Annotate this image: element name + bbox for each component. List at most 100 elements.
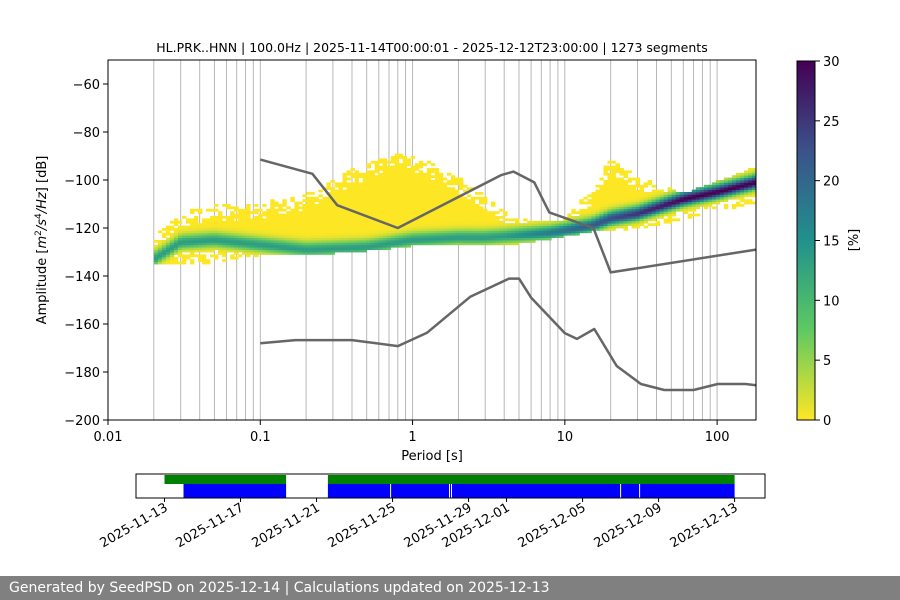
psd-bin <box>715 187 721 190</box>
psd-bin <box>394 156 400 159</box>
psd-bin <box>727 189 733 193</box>
psd-bin <box>458 242 464 246</box>
psd-bin <box>250 240 255 243</box>
psd-bin <box>535 225 540 229</box>
psd-bin <box>487 211 492 214</box>
timeline-axis: 2025-11-13 2025-11-17 2025-11-21 2025-11-25… <box>98 498 741 551</box>
psd-bin <box>639 192 644 195</box>
psd-bin <box>173 223 179 226</box>
psd-bin <box>169 237 175 241</box>
psd-bin <box>470 196 476 200</box>
psd-bin <box>402 189 408 193</box>
psd-bin <box>334 196 339 200</box>
psd-bin <box>454 237 460 241</box>
psd-bin <box>210 254 215 258</box>
psd-bin <box>691 194 697 198</box>
psd-bin <box>386 196 392 200</box>
psd-bin <box>587 206 592 210</box>
psd-bin <box>378 244 384 248</box>
psd-bin <box>683 208 689 212</box>
psd-bin <box>165 230 171 234</box>
psd-bin <box>354 230 359 234</box>
psd-bin <box>298 252 303 255</box>
psd-bin <box>242 247 247 250</box>
psd-bin <box>185 244 191 248</box>
psd-bin <box>651 184 657 188</box>
psd-bin <box>157 256 163 260</box>
psd-bin <box>695 201 701 205</box>
psd-bin <box>310 240 315 243</box>
psd-bin <box>189 223 195 226</box>
psd-bin <box>615 165 620 169</box>
psd-bin <box>326 230 331 234</box>
psd-bin <box>181 240 187 243</box>
psd-bin <box>282 232 287 236</box>
psd-bin <box>242 225 247 229</box>
psd-bin <box>362 175 367 178</box>
psd-bin <box>406 189 412 193</box>
psd-bin <box>189 211 195 214</box>
psd-bin <box>647 194 653 198</box>
psd-bin <box>619 187 624 190</box>
psd-bin <box>266 216 271 219</box>
psd-bin <box>751 168 757 171</box>
psd-bin <box>559 235 564 238</box>
psd-bin <box>290 252 295 255</box>
psd-bin <box>354 220 359 224</box>
psd-bin <box>250 223 255 226</box>
psd-bin <box>543 228 548 231</box>
psd-bin <box>262 230 267 234</box>
psd-bin <box>394 242 400 246</box>
psd-bin <box>579 216 584 219</box>
psd-bin <box>579 208 584 212</box>
psd-bin <box>294 230 299 234</box>
psd-bin <box>611 184 616 188</box>
psd-bin <box>354 201 359 205</box>
psd-bin <box>410 211 416 214</box>
psd-bin <box>338 216 343 219</box>
colorbar-tick-label: 15 <box>823 235 840 250</box>
psd-bin <box>246 244 251 248</box>
psd-bin <box>242 232 247 236</box>
psd-bin <box>659 206 665 210</box>
psd-bin <box>354 204 359 207</box>
psd-bin <box>426 187 432 190</box>
psd-bin <box>193 240 199 243</box>
psd-bin <box>747 170 753 174</box>
psd-bin <box>659 204 665 207</box>
psd-bin <box>438 211 444 214</box>
psd-bin <box>354 223 359 226</box>
psd-bin <box>173 228 179 231</box>
psd-bin <box>667 208 673 212</box>
psd-bin <box>410 175 416 178</box>
psd-bin <box>382 158 388 162</box>
psd-bin <box>515 235 520 238</box>
psd-bin <box>418 165 424 169</box>
psd-bin <box>410 230 416 234</box>
psd-bin <box>366 199 372 202</box>
psd-bin <box>374 201 380 205</box>
psd-bin <box>258 249 263 253</box>
psd-bin <box>695 192 701 195</box>
psd-bin <box>743 194 749 198</box>
psd-bin <box>615 163 620 166</box>
psd-bin <box>491 218 496 222</box>
psd-bin <box>246 237 251 241</box>
psd-bin <box>298 244 303 248</box>
psd-bin <box>226 216 231 219</box>
psd-bin <box>450 206 456 210</box>
psd-bin <box>659 211 665 214</box>
psd-bin <box>298 223 303 226</box>
psd-bin <box>274 216 279 219</box>
psd-bin <box>511 237 516 241</box>
psd-bin <box>575 232 580 236</box>
psd-bin <box>378 158 384 162</box>
psd-bin <box>382 196 388 200</box>
psd-bin <box>595 204 600 207</box>
psd-bin <box>474 225 480 229</box>
psd-bin <box>250 218 255 222</box>
psd-bin <box>234 240 239 243</box>
psd-bin <box>446 194 452 198</box>
psd-bin <box>314 216 319 219</box>
psd-bin <box>446 182 452 186</box>
